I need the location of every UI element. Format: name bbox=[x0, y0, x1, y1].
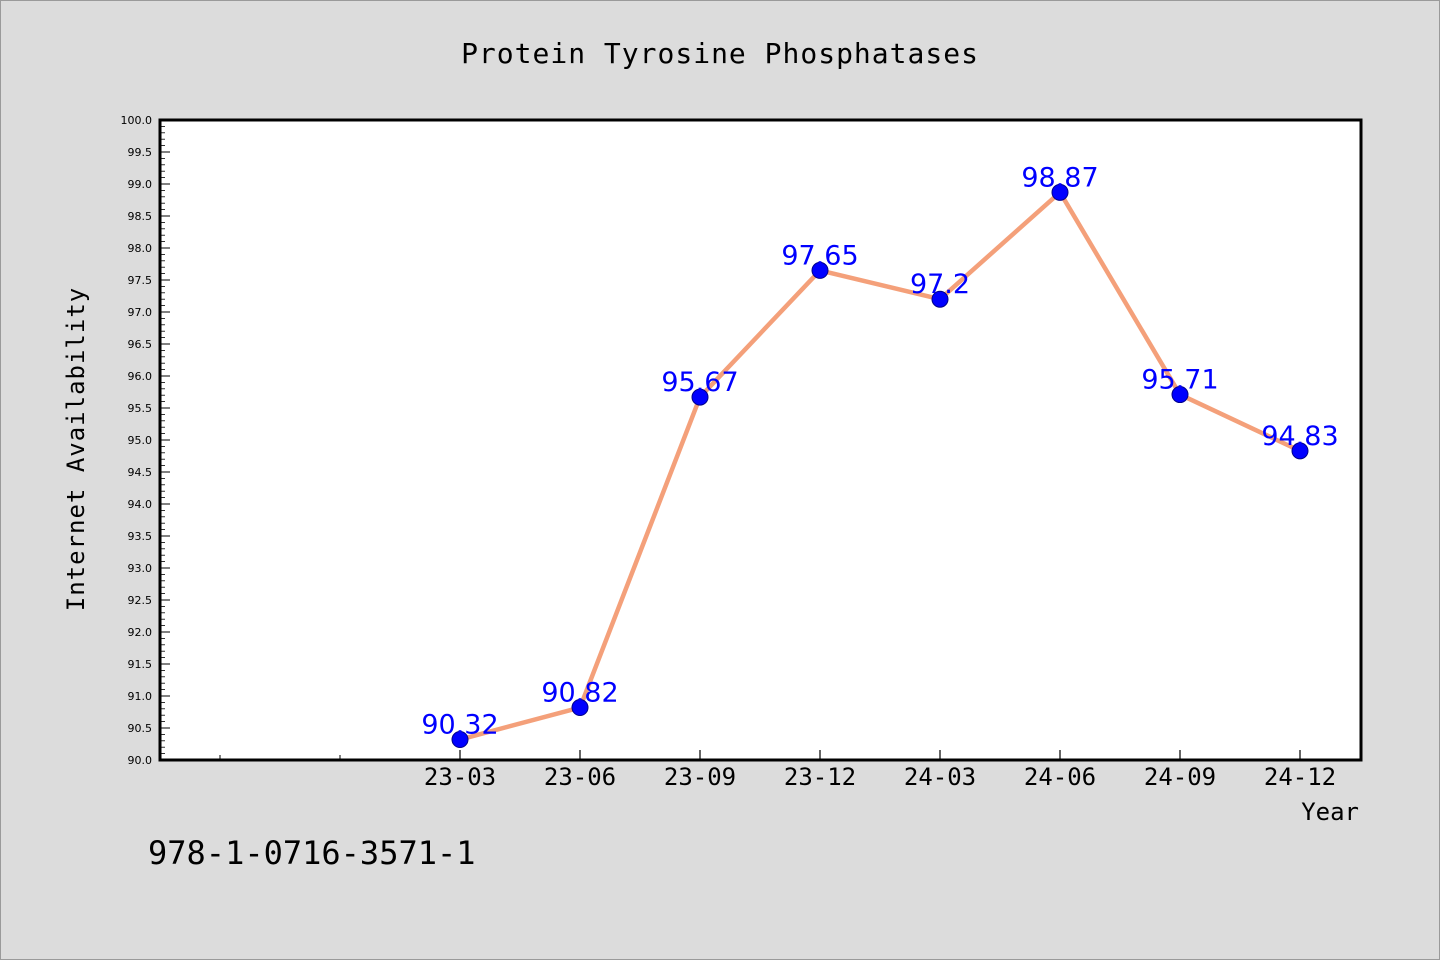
data-point bbox=[931, 290, 949, 308]
x-axis: 23-03 23-06 23-09 23-12 24-03 24-06 24-09 24-12 bbox=[219, 750, 1336, 791]
y-tick-label: 90.0 bbox=[128, 754, 153, 767]
data-label: 90.82 bbox=[541, 678, 618, 709]
x-tick-label: 23-03 bbox=[424, 763, 496, 791]
y-tick-label: 92.0 bbox=[128, 626, 153, 639]
isbn-text: 978-1-0716-3571-1 bbox=[148, 834, 476, 872]
y-tick-label: 99.0 bbox=[128, 178, 153, 191]
y-tick-label: 98.0 bbox=[128, 242, 153, 255]
x-tick-label: 24-03 bbox=[904, 763, 976, 791]
data-label: 97.65 bbox=[781, 240, 858, 271]
y-tick-label: 90.5 bbox=[128, 722, 153, 735]
y-tick-label: 98.5 bbox=[128, 210, 153, 223]
y-tick-label: 95.0 bbox=[128, 434, 153, 447]
y-tick-label: 92.5 bbox=[128, 594, 153, 607]
data-label-layer: 90.32 90.82 95.67 97.65 97.2 98.87 95.71 94.83 bbox=[421, 162, 1338, 740]
series-line bbox=[459, 190, 1301, 742]
data-point bbox=[811, 261, 829, 279]
data-point bbox=[1051, 183, 1069, 201]
y-tick-label: 97.0 bbox=[128, 306, 153, 319]
chart-title: Protein Tyrosine Phosphatases bbox=[461, 37, 979, 70]
y-tick-label: 99.5 bbox=[128, 146, 153, 159]
data-label: 98.87 bbox=[1021, 162, 1098, 193]
data-label: 90.32 bbox=[421, 710, 498, 741]
y-tick-label: 93.5 bbox=[128, 530, 153, 543]
y-tick-label: 94.5 bbox=[128, 466, 153, 479]
plot-area bbox=[158, 118, 1363, 762]
x-tick-label: 24-06 bbox=[1024, 763, 1096, 791]
y-tick-label: 91.5 bbox=[128, 658, 153, 671]
y-tick-label: 96.5 bbox=[128, 338, 153, 351]
x-tick-label: 23-09 bbox=[664, 763, 736, 791]
y-tick-label: 91.0 bbox=[128, 690, 153, 703]
y-tick-label: 97.5 bbox=[128, 274, 153, 287]
y-tick-label: 100.0 bbox=[121, 114, 153, 127]
data-point bbox=[451, 731, 469, 749]
data-point bbox=[571, 699, 589, 717]
x-tick-label: 24-12 bbox=[1264, 763, 1336, 791]
x-axis-label: Year bbox=[1301, 798, 1359, 826]
data-point bbox=[1171, 386, 1189, 404]
data-label: 95.71 bbox=[1141, 365, 1218, 396]
x-tick-label: 23-12 bbox=[784, 763, 856, 791]
y-tick-label: 93.0 bbox=[128, 562, 153, 575]
series-layer bbox=[451, 183, 1309, 749]
x-tick-label: 23-06 bbox=[544, 763, 616, 791]
data-label: 94.83 bbox=[1261, 421, 1338, 452]
y-tick-label: 96.0 bbox=[128, 370, 153, 383]
x-tick-label: 24-09 bbox=[1144, 763, 1216, 791]
data-label: 95.67 bbox=[661, 367, 738, 398]
y-tick-label: 94.0 bbox=[128, 498, 153, 511]
data-label: 97.2 bbox=[910, 269, 970, 300]
y-axis-label: Internet Availability bbox=[62, 287, 90, 611]
data-point bbox=[691, 388, 709, 406]
data-point bbox=[1291, 442, 1309, 460]
y-tick-label: 95.5 bbox=[128, 402, 153, 415]
y-axis: 90.0 90.5 91.0 91.5 92.0 92.5 93.0 93.5 94.0 94.5… bbox=[121, 114, 170, 767]
